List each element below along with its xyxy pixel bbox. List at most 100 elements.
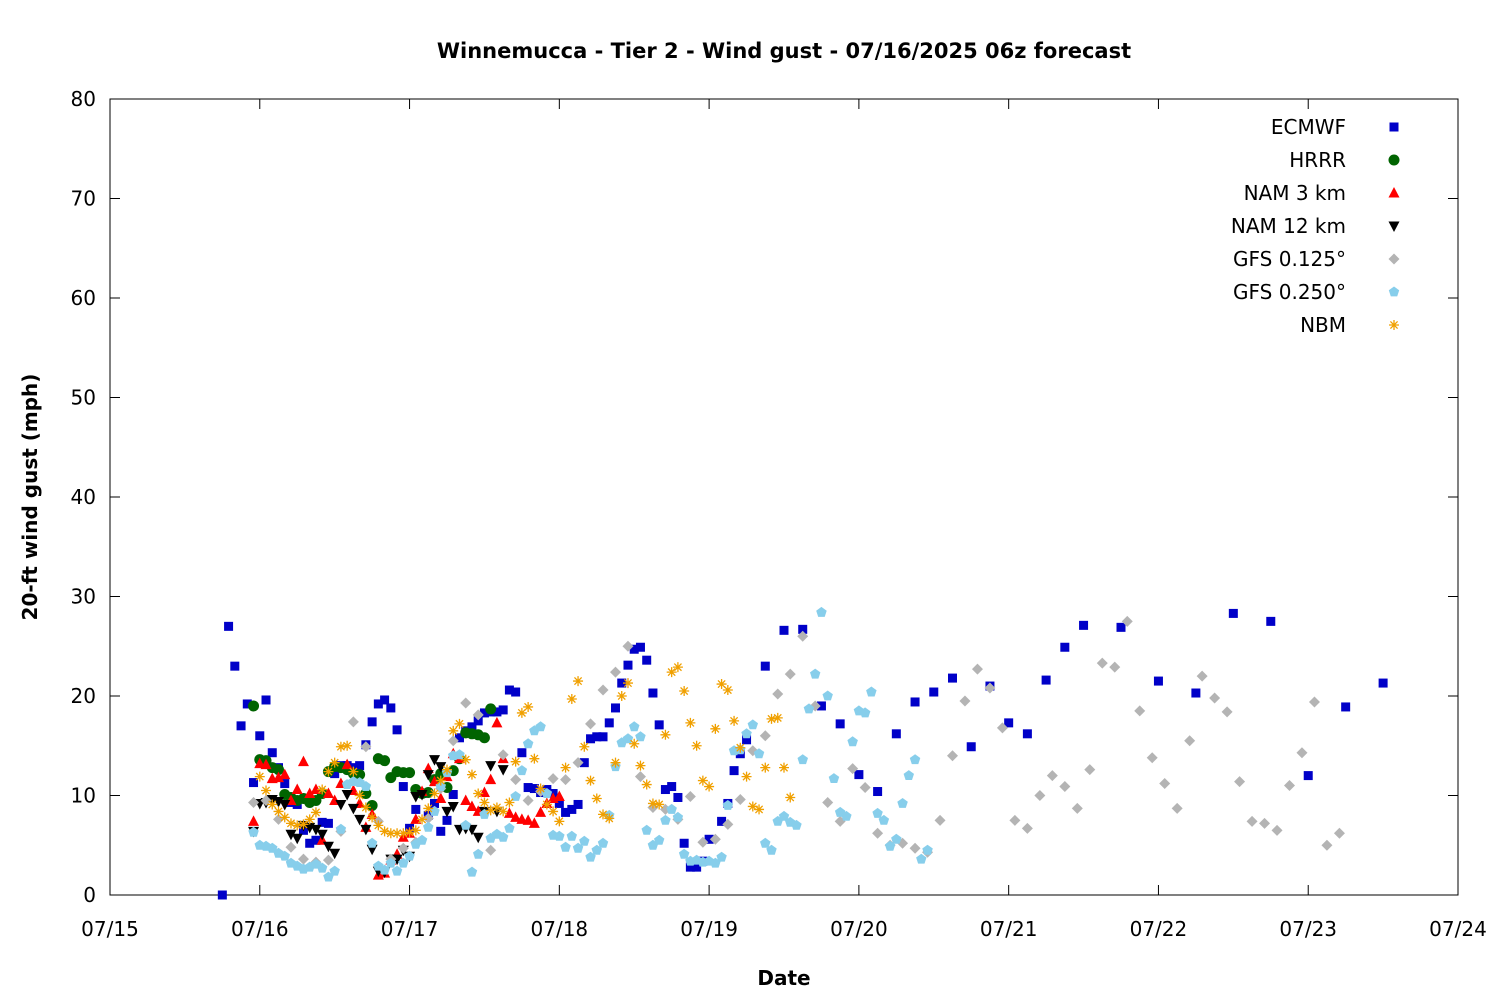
data-point bbox=[367, 812, 378, 823]
data-point bbox=[616, 691, 627, 701]
data-point bbox=[622, 640, 634, 652]
data-point bbox=[329, 757, 340, 768]
series-layer bbox=[217, 606, 1388, 900]
data-point bbox=[579, 758, 589, 768]
data-point bbox=[947, 750, 958, 762]
data-point bbox=[679, 686, 690, 697]
data-point bbox=[592, 732, 602, 742]
data-point bbox=[784, 668, 796, 680]
data-point bbox=[460, 754, 471, 765]
data-point bbox=[322, 841, 334, 853]
data-point bbox=[1034, 790, 1046, 801]
data-point bbox=[322, 854, 334, 866]
data-point bbox=[560, 774, 572, 786]
data-point bbox=[1296, 747, 1308, 759]
data-point bbox=[491, 802, 502, 813]
legend-marker bbox=[1388, 154, 1400, 166]
data-point bbox=[672, 811, 684, 822]
legend-marker bbox=[1388, 221, 1400, 232]
x-tick-label: 07/18 bbox=[531, 917, 589, 941]
data-point bbox=[285, 841, 297, 853]
data-point bbox=[785, 792, 796, 803]
data-point bbox=[366, 799, 378, 811]
data-point bbox=[948, 673, 957, 683]
x-tick-label: 07/23 bbox=[1279, 917, 1337, 941]
data-point bbox=[360, 741, 372, 753]
data-point bbox=[460, 819, 471, 830]
data-point bbox=[504, 822, 515, 833]
data-point bbox=[255, 731, 265, 741]
data-point bbox=[473, 848, 484, 859]
data-point bbox=[236, 721, 246, 731]
data-point bbox=[360, 824, 372, 836]
data-point bbox=[441, 806, 453, 818]
data-point bbox=[884, 840, 896, 851]
data-point bbox=[1041, 675, 1051, 685]
data-point bbox=[522, 794, 534, 806]
data-point bbox=[279, 799, 291, 811]
data-point bbox=[704, 834, 714, 844]
data-point bbox=[410, 825, 421, 836]
data-point bbox=[641, 779, 652, 790]
legend-label: ECMWF bbox=[1271, 115, 1346, 139]
data-point bbox=[267, 842, 278, 853]
data-point bbox=[248, 826, 259, 837]
data-point bbox=[1209, 692, 1221, 704]
data-point bbox=[261, 785, 272, 796]
data-point bbox=[297, 755, 309, 767]
data-point bbox=[747, 719, 758, 730]
data-point bbox=[417, 814, 428, 825]
data-point bbox=[1009, 814, 1021, 826]
data-point bbox=[779, 625, 789, 635]
data-point bbox=[360, 802, 371, 813]
data-point bbox=[1079, 620, 1089, 630]
data-point bbox=[523, 701, 534, 712]
data-point bbox=[478, 732, 490, 744]
data-point bbox=[604, 813, 615, 824]
data-point bbox=[304, 814, 315, 825]
data-point bbox=[1134, 705, 1146, 717]
data-point bbox=[922, 844, 933, 855]
data-point bbox=[348, 766, 359, 777]
data-point bbox=[1341, 702, 1351, 712]
data-point bbox=[822, 690, 833, 701]
x-tick-label: 07/16 bbox=[231, 917, 289, 941]
data-point bbox=[971, 663, 983, 675]
data-point bbox=[704, 781, 715, 792]
data-point bbox=[909, 754, 921, 765]
data-point bbox=[379, 864, 390, 875]
data-point bbox=[467, 722, 477, 732]
data-point bbox=[510, 791, 521, 801]
data-point bbox=[354, 790, 365, 801]
data-point bbox=[617, 678, 627, 688]
data-point bbox=[398, 857, 409, 868]
data-point bbox=[697, 836, 709, 848]
data-point bbox=[422, 770, 434, 781]
x-tick-label: 07/19 bbox=[680, 917, 738, 941]
data-point bbox=[610, 757, 621, 768]
data-point bbox=[522, 814, 534, 825]
legend-marker bbox=[1388, 286, 1400, 297]
data-point bbox=[442, 764, 452, 775]
data-point bbox=[423, 803, 434, 814]
data-point bbox=[548, 806, 559, 817]
data-point bbox=[498, 806, 509, 817]
data-point bbox=[610, 666, 621, 678]
data-point bbox=[760, 762, 771, 773]
data-point bbox=[878, 814, 890, 825]
data-point bbox=[641, 824, 652, 835]
data-point bbox=[504, 685, 514, 695]
data-point bbox=[597, 684, 609, 696]
x-tick-label: 07/22 bbox=[1130, 917, 1188, 941]
data-point bbox=[754, 804, 765, 815]
data-point bbox=[629, 644, 639, 654]
data-point bbox=[435, 762, 447, 773]
data-point bbox=[248, 796, 260, 808]
data-point bbox=[916, 853, 927, 864]
data-point bbox=[859, 707, 871, 718]
data-point bbox=[447, 801, 459, 813]
data-point bbox=[242, 699, 252, 709]
data-point bbox=[460, 697, 472, 709]
data-point bbox=[572, 842, 584, 853]
data-point bbox=[572, 757, 584, 769]
